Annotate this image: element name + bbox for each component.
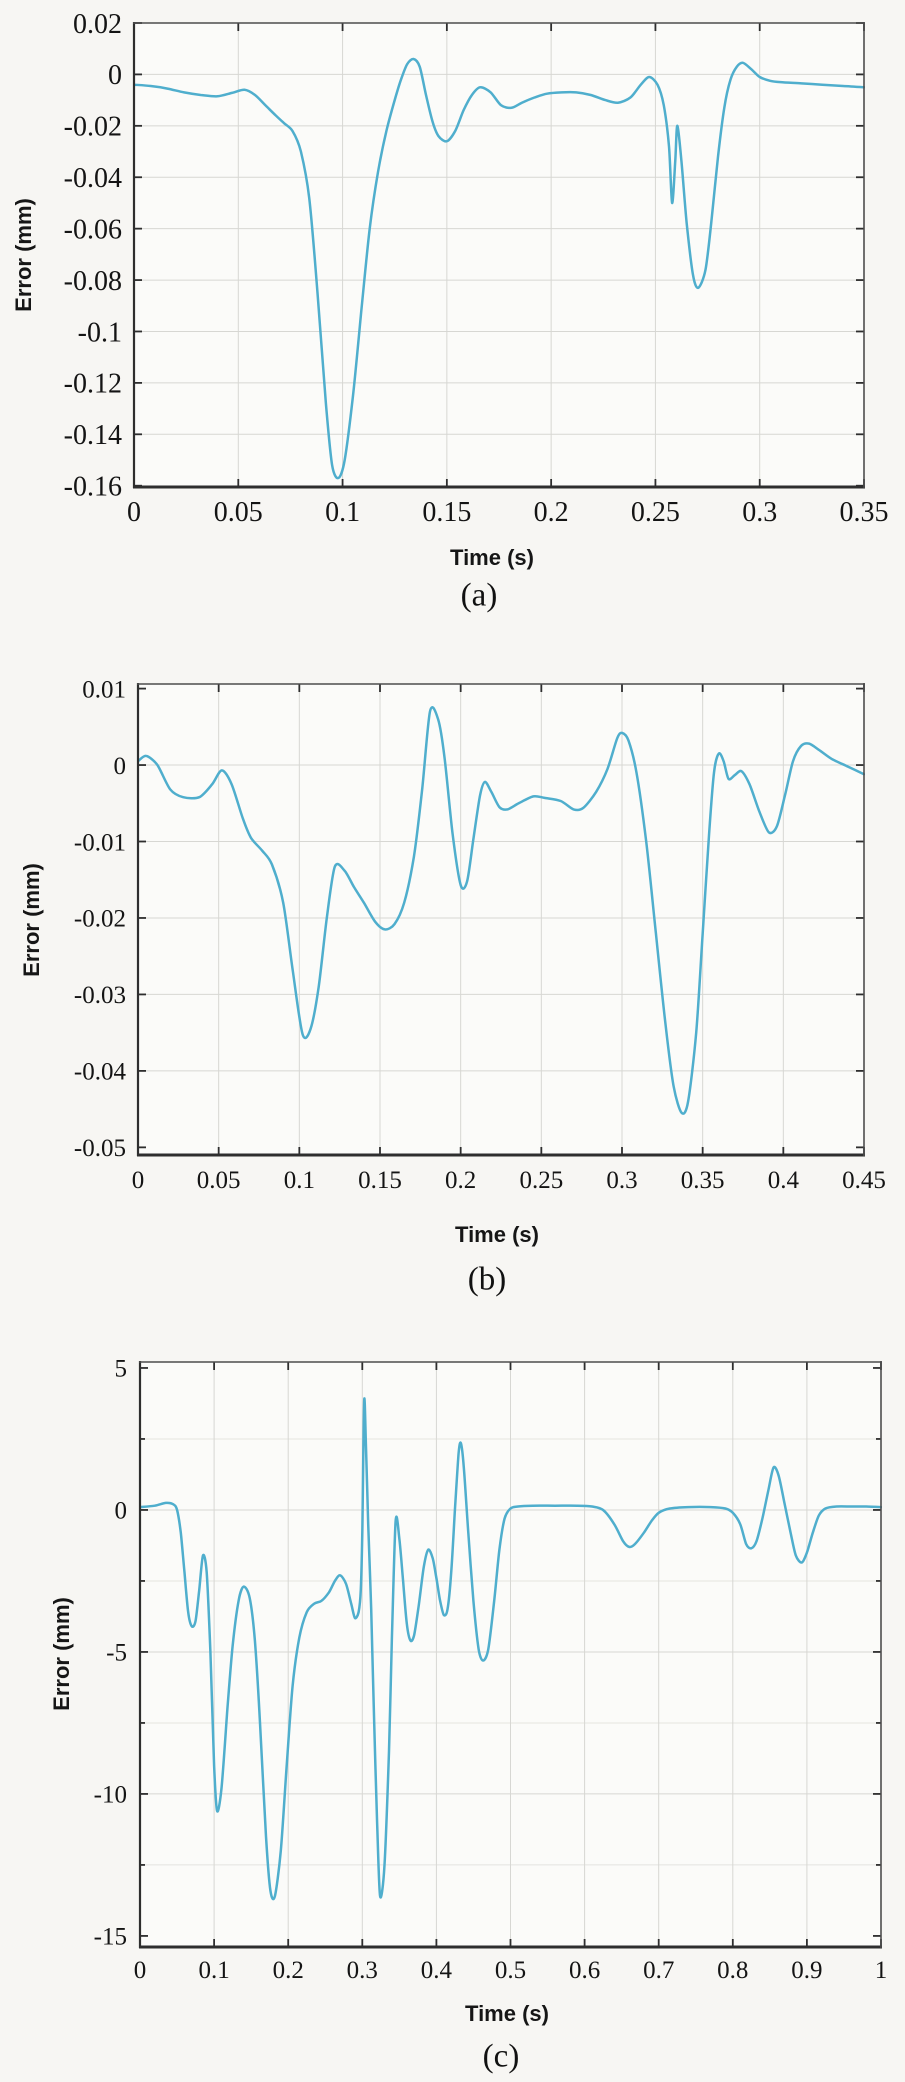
svg-text:-0.05: -0.05 — [74, 1135, 126, 1162]
svg-text:0: 0 — [114, 753, 127, 780]
svg-text:0.05: 0.05 — [214, 497, 263, 528]
chart-panel-b: 0.010-0.01-0.02-0.03-0.04-0.050 0.05 0.1 0.… — [74, 676, 886, 1194]
svg-text:0.2: 0.2 — [445, 1167, 476, 1194]
svg-text:0.6: 0.6 — [569, 1957, 600, 1984]
svg-text:-0.16: -0.16 — [64, 472, 122, 503]
svg-text:-0.1: -0.1 — [78, 317, 122, 348]
svg-text:0.25: 0.25 — [631, 497, 680, 528]
plot-area-b — [138, 684, 864, 1155]
series-line-a — [133, 57, 865, 480]
svg-text:0.7: 0.7 — [643, 1957, 674, 1984]
series-line-b — [137, 706, 865, 1115]
x-axis-label-c: Time (s) — [465, 2001, 549, 2026]
tick-labels-b: 0.010-0.01-0.02-0.03-0.04-0.050 0.05 0.1 0.… — [74, 676, 886, 1194]
svg-text:0.1: 0.1 — [325, 497, 360, 528]
svg-text:0.02: 0.02 — [73, 9, 122, 40]
svg-text:0.15: 0.15 — [422, 497, 471, 528]
x-axis-label-b: Time (s) — [455, 1222, 539, 1247]
svg-text:0.2: 0.2 — [534, 497, 569, 528]
chart-panel-c: 5 0 -5 -10 -15 0 0.1 0.2 0.3 0.4 0.5 0.6 0.7 0.8 0.9 1 — [94, 1356, 888, 1984]
caption-c: (c) — [482, 2038, 520, 2075]
svg-text:-0.03: -0.03 — [74, 982, 126, 1009]
svg-text:-10: -10 — [94, 1782, 127, 1809]
caption-b: (b) — [467, 1261, 507, 1298]
axis-box-b — [136, 683, 865, 1157]
svg-text:0.3: 0.3 — [347, 1957, 378, 1984]
y-axis-label-c: Error (mm) — [49, 1597, 74, 1711]
svg-text:0: 0 — [115, 1498, 128, 1525]
svg-text:0: 0 — [134, 1957, 147, 1984]
svg-text:-0.12: -0.12 — [64, 369, 122, 400]
plot-area-a — [134, 23, 864, 487]
svg-text:0.3: 0.3 — [606, 1167, 637, 1194]
svg-text:0: 0 — [127, 497, 141, 528]
svg-text:-0.02: -0.02 — [74, 906, 126, 933]
svg-text:-0.02: -0.02 — [64, 112, 122, 143]
svg-text:0: 0 — [132, 1167, 145, 1194]
svg-text:-0.06: -0.06 — [64, 214, 122, 245]
grid-b — [138, 684, 864, 1155]
svg-text:0.4: 0.4 — [421, 1957, 453, 1984]
svg-text:-15: -15 — [94, 1924, 127, 1951]
svg-text:0.35: 0.35 — [681, 1167, 725, 1194]
axis-box-c — [138, 1361, 882, 1949]
svg-text:-0.01: -0.01 — [74, 829, 126, 856]
y-axis-label-b: Error (mm) — [19, 863, 44, 977]
tick-labels-c: 5 0 -5 -10 -15 0 0.1 0.2 0.3 0.4 0.5 0.6 0.7 0.8 0.9 1 — [94, 1356, 888, 1984]
svg-text:-0.08: -0.08 — [64, 266, 122, 297]
svg-text:0.2: 0.2 — [273, 1957, 304, 1984]
caption-a: (a) — [460, 577, 498, 614]
svg-text:0.9: 0.9 — [791, 1957, 822, 1984]
x-axis-label-a: Time (s) — [450, 545, 534, 570]
svg-text:5: 5 — [115, 1356, 128, 1383]
svg-text:0.01: 0.01 — [82, 676, 126, 703]
chart-panel-a: 0.02 0 -0.02 -0.04 -0.06 -0.08 -0.1 -0.12 -0.14 -… — [64, 9, 889, 528]
svg-text:0.25: 0.25 — [519, 1167, 563, 1194]
svg-text:0.05: 0.05 — [197, 1167, 241, 1194]
svg-text:-0.14: -0.14 — [64, 420, 122, 451]
svg-text:-5: -5 — [106, 1640, 127, 1667]
series-line-c — [139, 1397, 882, 1901]
svg-text:1: 1 — [875, 1957, 888, 1984]
svg-text:-0.04: -0.04 — [64, 163, 122, 194]
svg-text:0.1: 0.1 — [198, 1957, 229, 1984]
svg-text:0.1: 0.1 — [284, 1167, 315, 1194]
axis-box-a — [132, 22, 865, 489]
svg-text:-0.04: -0.04 — [74, 1059, 127, 1086]
svg-text:0.45: 0.45 — [842, 1167, 886, 1194]
y-axis-label-a: Error (mm) — [11, 198, 36, 312]
grid-a — [134, 23, 864, 487]
svg-text:0.15: 0.15 — [358, 1167, 402, 1194]
svg-text:0.35: 0.35 — [840, 497, 889, 528]
svg-text:0: 0 — [108, 60, 122, 91]
tick-labels-a: 0.02 0 -0.02 -0.04 -0.06 -0.08 -0.1 -0.12 -0.14 -… — [64, 9, 889, 528]
svg-text:0.8: 0.8 — [717, 1957, 748, 1984]
svg-text:0.3: 0.3 — [742, 497, 777, 528]
svg-text:0.5: 0.5 — [495, 1957, 526, 1984]
svg-text:0.4: 0.4 — [768, 1167, 800, 1194]
